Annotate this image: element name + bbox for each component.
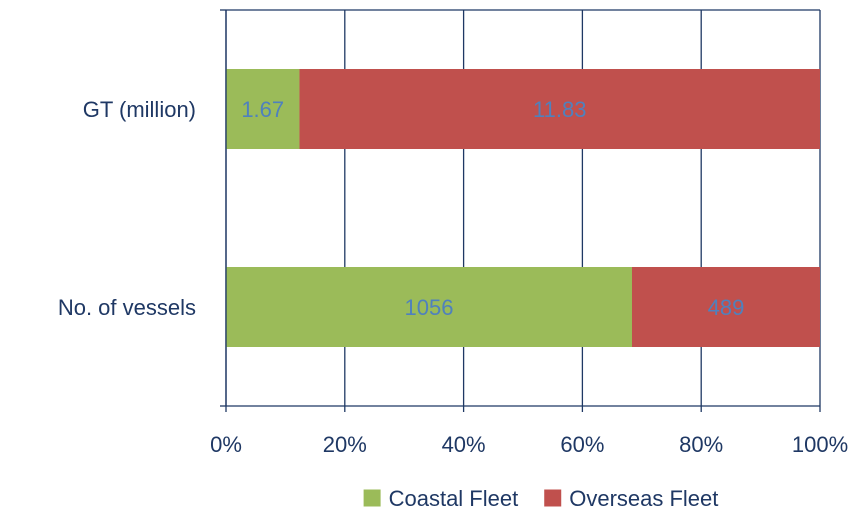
x-tick-label: 80% <box>679 432 723 457</box>
legend: Coastal Fleet Overseas Fleet <box>363 486 718 511</box>
x-tick-label: 0% <box>210 432 242 457</box>
legend-label: Coastal Fleet <box>389 486 519 511</box>
x-tick-label: 60% <box>560 432 604 457</box>
axes <box>220 9 821 412</box>
category-label: No. of vessels <box>58 295 196 320</box>
x-tick-label: 40% <box>442 432 486 457</box>
data-label: 11.83 <box>533 97 586 122</box>
category-label: GT (million) <box>83 97 196 122</box>
bar-segment <box>631 267 820 347</box>
data-labels: 1.67 11.83 1056 489 <box>241 97 744 320</box>
legend-label: Overseas Fleet <box>569 486 718 511</box>
legend-swatch <box>363 489 381 507</box>
bar-segment <box>226 69 300 149</box>
data-label: 1056 <box>405 295 454 320</box>
legend-swatch <box>544 489 562 507</box>
x-tick-label: 100% <box>792 432 848 457</box>
data-label: 489 <box>708 295 745 320</box>
bar-segment <box>226 267 632 347</box>
bars <box>226 69 821 347</box>
category-labels: GT (million) No. of vessels <box>58 97 196 320</box>
x-tick-labels: 0% 20% 40% 60% 80% 100% <box>210 432 848 457</box>
x-tick-label: 20% <box>323 432 367 457</box>
data-label: 1.67 <box>241 97 284 122</box>
bar-segment <box>299 69 821 149</box>
